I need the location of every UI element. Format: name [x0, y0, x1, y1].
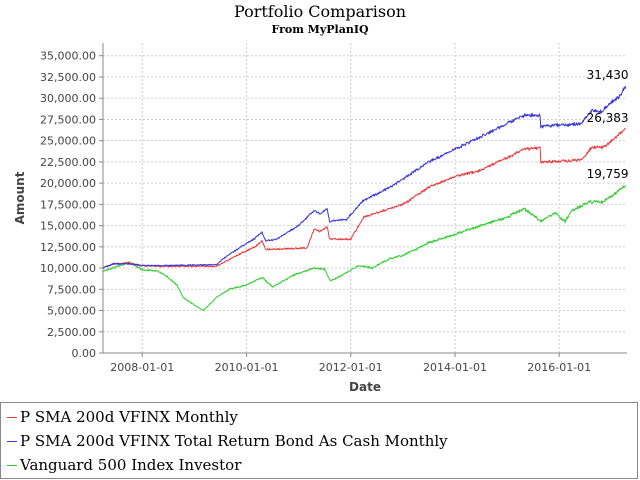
y-tick-label: 5,000.00 [47, 305, 96, 318]
y-tick-label: 15,000.00 [40, 220, 96, 233]
chart-title: Portfolio Comparison [234, 2, 406, 21]
end-labels: 19,759 26,383 31,430 [587, 68, 629, 181]
legend-label: P SMA 200d VFINX Monthly [20, 408, 238, 426]
x-tick-label: 2012-01-01 [319, 361, 383, 374]
y-tick-label: 10,000.00 [40, 262, 96, 275]
legend: P SMA 200d VFINX Monthly P SMA 200d VFIN… [0, 402, 638, 479]
y-tick-label: 20,000.00 [40, 177, 96, 190]
series-line-sma-bond-cash [102, 85, 627, 269]
x-tick-label: 2008-01-01 [110, 361, 174, 374]
y-tick-label: 7,500.00 [47, 283, 96, 296]
legend-swatch [7, 416, 17, 418]
series-end-label: 31,430 [587, 68, 629, 82]
y-axis-ticks: 0.00 2,500.00 5,000.00 7,500.00 10,000.00 12,… [40, 50, 103, 360]
y-tick-label: 12,500.00 [40, 241, 96, 254]
series-line-vanguard-500 [102, 185, 627, 312]
legend-label: P SMA 200d VFINX Total Return Bond As Ca… [20, 432, 448, 450]
legend-item-sma-monthly: P SMA 200d VFINX Monthly [7, 406, 238, 428]
y-tick-label: 17,500.00 [40, 198, 96, 211]
y-tick-label: 2,500.00 [47, 326, 96, 339]
x-tick-label: 2010-01-01 [215, 361, 279, 374]
x-tick-label: 2014-01-01 [423, 361, 487, 374]
series-line-sma-monthly [102, 128, 626, 269]
series-end-label: 26,383 [587, 111, 629, 125]
series-end-label: 19,759 [587, 167, 629, 181]
legend-label: Vanguard 500 Index Investor [20, 456, 242, 474]
y-axis-label: Amount [13, 171, 27, 224]
chart-subtitle: From MyPlanIQ [271, 23, 369, 36]
y-tick-label: 35,000.00 [40, 50, 96, 63]
y-tick-label: 22,500.00 [40, 156, 96, 169]
y-tick-label: 27,500.00 [40, 113, 96, 126]
legend-item-vanguard-500: Vanguard 500 Index Investor [7, 454, 241, 476]
legend-swatch [7, 440, 17, 442]
x-axis-label: Date [349, 380, 381, 394]
y-tick-label: 25,000.00 [40, 135, 96, 148]
legend-item-sma-bond-cash: P SMA 200d VFINX Total Return Bond As Ca… [7, 430, 448, 452]
grid [103, 43, 627, 353]
y-tick-label: 32,500.00 [40, 71, 96, 84]
y-tick-label: 30,000.00 [40, 92, 96, 105]
x-tick-label: 2016-01-01 [527, 361, 591, 374]
x-axis-ticks: 2008-01-01 2010-01-01 2012-01-01 2014-01-01… [110, 353, 591, 374]
legend-swatch [7, 464, 17, 466]
chart-area: Portfolio Comparison From MyPlanIQ 0.00 2… [13, 2, 629, 394]
series-lines [102, 85, 627, 312]
y-tick-label: 0.00 [72, 347, 97, 360]
plot-background [103, 43, 627, 352]
